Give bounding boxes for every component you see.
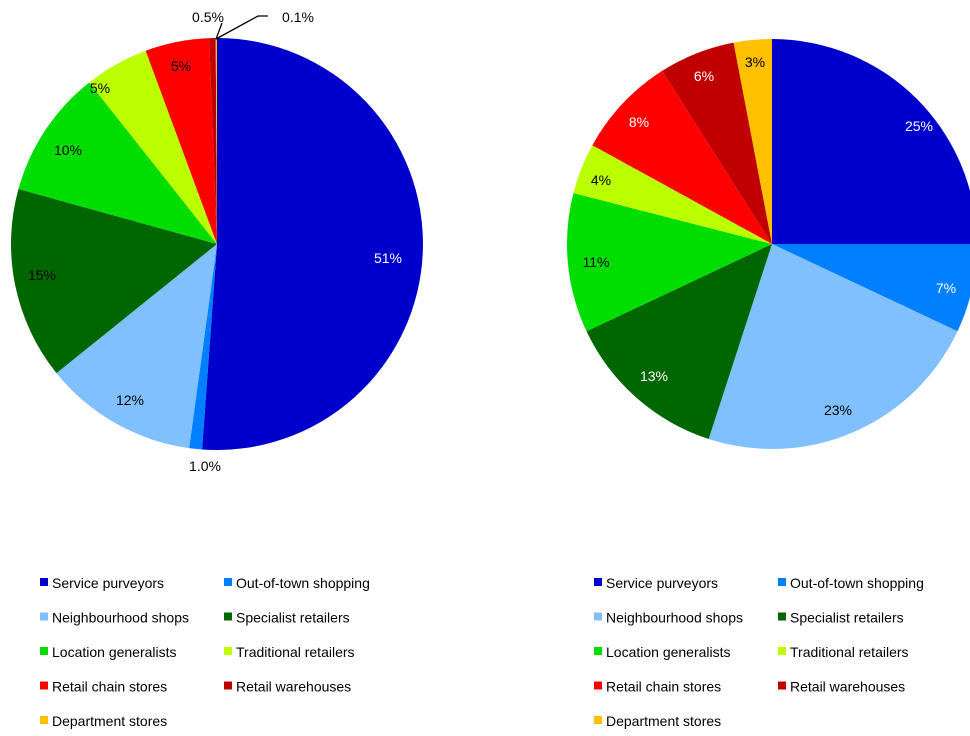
slice-location-generalists: [18, 82, 218, 244]
pie-chart-right: 25% 7% 23% 13% 11% 4% 8% 6% 3%: [567, 39, 970, 450]
pie-chart-left: 51% 1.0% 12% 15% 10% 5% 5% 0.5% 0.1%: [11, 9, 423, 474]
data-label-service-purveyors: 51%: [374, 250, 402, 266]
legend-label-specialist-retailers: Specialist retailers: [790, 610, 904, 626]
slice-retail-warehouses: [209, 38, 217, 244]
legend-swatch-department-stores: [40, 716, 48, 724]
slice-neighbourhood-shops: [56, 244, 217, 449]
data-label-location-generalists: 10%: [54, 142, 82, 158]
data-label-retail-chain-stores: 5%: [171, 58, 191, 74]
slice-department-stores: [733, 39, 772, 244]
data-label-department-stores: 3%: [745, 54, 765, 70]
data-label-traditional-retailers: 5%: [90, 80, 110, 96]
legend-label-retail-chain-stores: Retail chain stores: [606, 679, 721, 695]
legend-swatch-retail-warehouses: [778, 681, 786, 690]
legend-swatch-neighbourhood-shops: [594, 612, 602, 621]
legend-label-neighbourhood-shops: Neighbourhood shops: [52, 610, 189, 626]
legend-swatch-traditional-retailers: [778, 647, 786, 655]
legend-label-location-generalists: Location generalists: [52, 644, 177, 660]
slice-out-of-town-shopping: [772, 244, 970, 332]
legend-label-service-purveyors: Service purveyors: [52, 575, 164, 591]
slice-service-purveyors: [772, 39, 970, 244]
slice-retail-chain-stores: [592, 70, 772, 244]
legend-label-specialist-retailers: Specialist retailers: [236, 610, 350, 626]
legend-left: Service purveyors Out-of-town shopping Nei…: [40, 575, 370, 729]
data-label-neighbourhood-shops: 23%: [824, 402, 852, 418]
data-label-retail-chain-stores: 8%: [629, 114, 649, 130]
slice-retail-warehouses: [662, 42, 772, 244]
legend-label-department-stores: Department stores: [606, 713, 721, 729]
legend-label-retail-chain-stores: Retail chain stores: [52, 679, 167, 695]
data-label-service-purveyors: 25%: [905, 118, 933, 134]
legend-right: Service purveyors Out-of-town shopping Nei…: [594, 575, 924, 729]
legend-swatch-retail-warehouses: [224, 681, 232, 690]
slice-traditional-retailers: [89, 50, 217, 244]
slice-department-stores: [215, 37, 217, 244]
legend-swatch-retail-chain-stores: [594, 681, 602, 690]
legend-swatch-traditional-retailers: [224, 647, 232, 655]
legend-swatch-retail-chain-stores: [40, 681, 48, 690]
data-label-neighbourhood-shops: 12%: [116, 392, 144, 408]
legend-swatch-specialist-retailers: [778, 612, 786, 621]
legend-swatch-neighbourhood-shops: [40, 612, 48, 621]
slice-out-of-town-shopping: [189, 244, 217, 450]
data-label-location-generalists: 11%: [583, 254, 610, 270]
legend-label-location-generalists: Location generalists: [606, 644, 731, 660]
legend-swatch-department-stores: [594, 716, 602, 724]
legend-label-retail-warehouses: Retail warehouses: [236, 679, 351, 695]
legend-label-traditional-retailers: Traditional retailers: [790, 644, 909, 660]
legend-swatch-out-of-town-shopping: [224, 578, 232, 586]
data-label-out-of-town-shopping: 1.0%: [189, 458, 221, 474]
legend-label-retail-warehouses: Retail warehouses: [790, 679, 905, 695]
data-label-specialist-retailers: 13%: [640, 368, 668, 384]
leader-line: [215, 22, 223, 40]
leader-line: [215, 15, 268, 40]
legend-label-service-purveyors: Service purveyors: [606, 575, 718, 591]
data-label-specialist-retailers: 15%: [28, 267, 56, 283]
legend-swatch-location-generalists: [40, 647, 48, 655]
legend-label-traditional-retailers: Traditional retailers: [236, 644, 355, 660]
slice-neighbourhood-shops: [708, 244, 958, 450]
data-label-department-stores: 0.1%: [282, 9, 314, 25]
legend-label-out-of-town-shopping: Out-of-town shopping: [790, 575, 924, 591]
slice-specialist-retailers: [11, 189, 217, 374]
slice-retail-chain-stores: [145, 38, 217, 245]
slice-location-generalists: [567, 193, 772, 332]
data-label-traditional-retailers: 4%: [591, 172, 611, 188]
data-label-out-of-town-shopping: 7%: [936, 280, 956, 296]
legend-swatch-service-purveyors: [594, 578, 602, 586]
legend-label-out-of-town-shopping: Out-of-town shopping: [236, 575, 370, 591]
legend-swatch-location-generalists: [594, 647, 602, 655]
legend-swatch-service-purveyors: [40, 578, 48, 586]
slice-specialist-retailers: [586, 244, 772, 439]
data-label-retail-warehouses: 6%: [694, 68, 714, 84]
slice-service-purveyors: [202, 38, 423, 450]
data-label-retail-warehouses: 0.5%: [192, 9, 224, 25]
legend-swatch-specialist-retailers: [224, 612, 232, 621]
slice-traditional-retailers: [573, 145, 772, 244]
legend-label-department-stores: Department stores: [52, 713, 167, 729]
legend-label-neighbourhood-shops: Neighbourhood shops: [606, 610, 743, 626]
legend-swatch-out-of-town-shopping: [778, 578, 786, 586]
